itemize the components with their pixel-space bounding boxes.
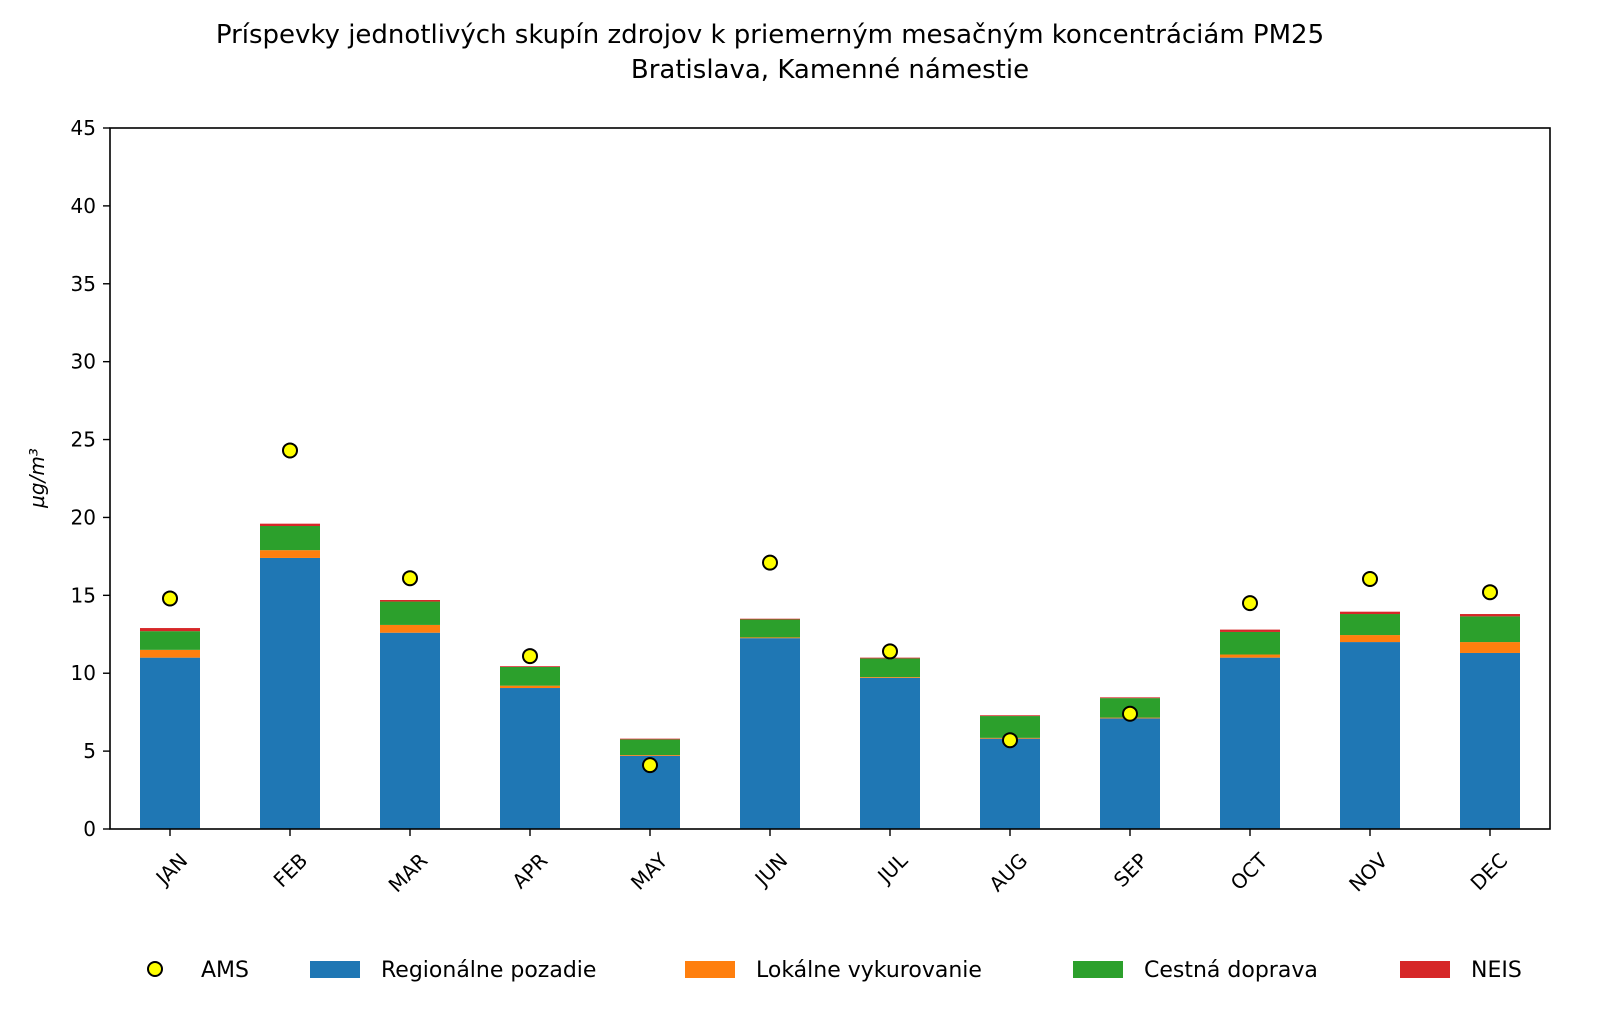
bar-apr-series-2 bbox=[500, 666, 560, 686]
legend-marker-ams bbox=[147, 961, 163, 977]
bar-jan-series-1 bbox=[140, 649, 200, 658]
x-tick-label: JAN bbox=[150, 848, 193, 891]
x-tick-label: SEP bbox=[1109, 848, 1152, 891]
y-tick-label: 5 bbox=[83, 739, 96, 763]
ams-point-aug bbox=[1002, 732, 1018, 749]
x-tick-label: APR bbox=[507, 848, 552, 893]
bar-feb-series-0 bbox=[260, 557, 320, 829]
bar-mar-series-0 bbox=[380, 632, 440, 829]
ams-point-feb bbox=[282, 442, 298, 459]
bar-jan-series-3 bbox=[140, 628, 200, 632]
bar-dec-series-1 bbox=[1460, 642, 1520, 653]
bar-sep-series-3 bbox=[1100, 697, 1160, 699]
y-tick-label: 20 bbox=[71, 505, 96, 529]
bar-nov-series-3 bbox=[1340, 611, 1400, 615]
bar-dec-series-3 bbox=[1460, 614, 1520, 617]
legend-label: Regionálne pozadie bbox=[381, 958, 596, 983]
legend-label: Cestná doprava bbox=[1144, 958, 1318, 983]
x-tick-label: OCT bbox=[1226, 848, 1273, 895]
y-tick-label: 45 bbox=[71, 116, 96, 140]
y-tick-label: 30 bbox=[71, 350, 96, 374]
x-tick-label: JUL bbox=[871, 848, 912, 889]
chart-title: Príspevky jednotlivých skupín zdrojov k … bbox=[216, 20, 1324, 50]
bar-oct-series-1 bbox=[1220, 654, 1280, 658]
legend-swatch bbox=[1073, 961, 1123, 978]
bar-may-series-1 bbox=[620, 755, 680, 756]
x-tick-label: NOV bbox=[1344, 848, 1392, 896]
bar-apr-series-1 bbox=[500, 685, 560, 689]
bar-jul-series-1 bbox=[860, 677, 920, 678]
ams-point-may bbox=[642, 757, 658, 774]
bar-aug-series-3 bbox=[980, 715, 1040, 717]
bar-nov-series-1 bbox=[1340, 635, 1400, 643]
y-tick-label: 10 bbox=[71, 661, 96, 685]
bar-feb-series-2 bbox=[260, 526, 320, 551]
bar-jan-series-0 bbox=[140, 657, 200, 829]
bar-apr-series-0 bbox=[500, 688, 560, 829]
x-tick-label: JUN bbox=[749, 848, 792, 891]
legend-label: AMS bbox=[201, 958, 249, 983]
legend-swatch bbox=[685, 961, 735, 978]
bar-jul-series-0 bbox=[860, 677, 920, 829]
bar-feb-series-3 bbox=[260, 523, 320, 527]
ams-point-jun bbox=[762, 554, 778, 571]
bar-sep-series-0 bbox=[1100, 718, 1160, 829]
x-tick-label: FEB bbox=[269, 848, 313, 892]
bar-may-series-2 bbox=[620, 739, 680, 756]
bar-jun-series-2 bbox=[740, 619, 800, 638]
bar-mar-series-3 bbox=[380, 600, 440, 602]
bar-jun-series-3 bbox=[740, 618, 800, 620]
bar-may-series-3 bbox=[620, 738, 680, 740]
bar-oct-series-2 bbox=[1220, 631, 1280, 655]
y-tick-label: 25 bbox=[71, 428, 96, 452]
bar-jan-series-2 bbox=[140, 631, 200, 650]
plot-frame bbox=[109, 127, 1551, 830]
y-tick-label: 0 bbox=[83, 817, 96, 841]
chart-subtitle: Bratislava, Kamenné námestie bbox=[631, 55, 1029, 85]
bar-jun-series-1 bbox=[740, 637, 800, 639]
ams-point-mar bbox=[402, 570, 418, 587]
legend-label: Lokálne vykurovanie bbox=[756, 958, 982, 983]
bar-dec-series-0 bbox=[1460, 652, 1520, 829]
ams-point-oct bbox=[1242, 595, 1258, 612]
y-tick-label: 40 bbox=[71, 194, 96, 218]
ams-point-jan bbox=[162, 590, 178, 607]
y-tick-label: 15 bbox=[71, 583, 96, 607]
bar-feb-series-1 bbox=[260, 550, 320, 558]
ams-point-sep bbox=[1122, 705, 1138, 722]
bar-oct-series-3 bbox=[1220, 629, 1280, 632]
bar-aug-series-2 bbox=[980, 716, 1040, 738]
y-axis-label: µg/m³ bbox=[25, 448, 49, 509]
bar-apr-series-3 bbox=[500, 666, 560, 667]
ams-point-jul bbox=[882, 643, 898, 660]
x-tick-label: MAY bbox=[626, 848, 673, 895]
bar-aug-series-0 bbox=[980, 738, 1040, 829]
x-tick-label: DEC bbox=[1466, 848, 1513, 895]
bar-jul-series-2 bbox=[860, 658, 920, 678]
bar-nov-series-0 bbox=[1340, 642, 1400, 829]
legend-swatch bbox=[310, 961, 360, 978]
bar-dec-series-2 bbox=[1460, 616, 1520, 643]
bar-jun-series-0 bbox=[740, 638, 800, 829]
bar-nov-series-2 bbox=[1340, 614, 1400, 636]
legend-swatch bbox=[1400, 961, 1450, 978]
bar-oct-series-0 bbox=[1220, 657, 1280, 829]
legend-label: NEIS bbox=[1471, 958, 1522, 983]
ams-point-dec bbox=[1482, 584, 1498, 601]
ams-point-nov bbox=[1362, 570, 1378, 587]
ams-point-apr bbox=[522, 648, 538, 665]
x-tick-label: MAR bbox=[384, 848, 433, 897]
y-tick-label: 35 bbox=[71, 272, 96, 296]
x-tick-label: AUG bbox=[984, 848, 1032, 896]
bar-mar-series-1 bbox=[380, 624, 440, 633]
bar-mar-series-2 bbox=[380, 601, 440, 625]
